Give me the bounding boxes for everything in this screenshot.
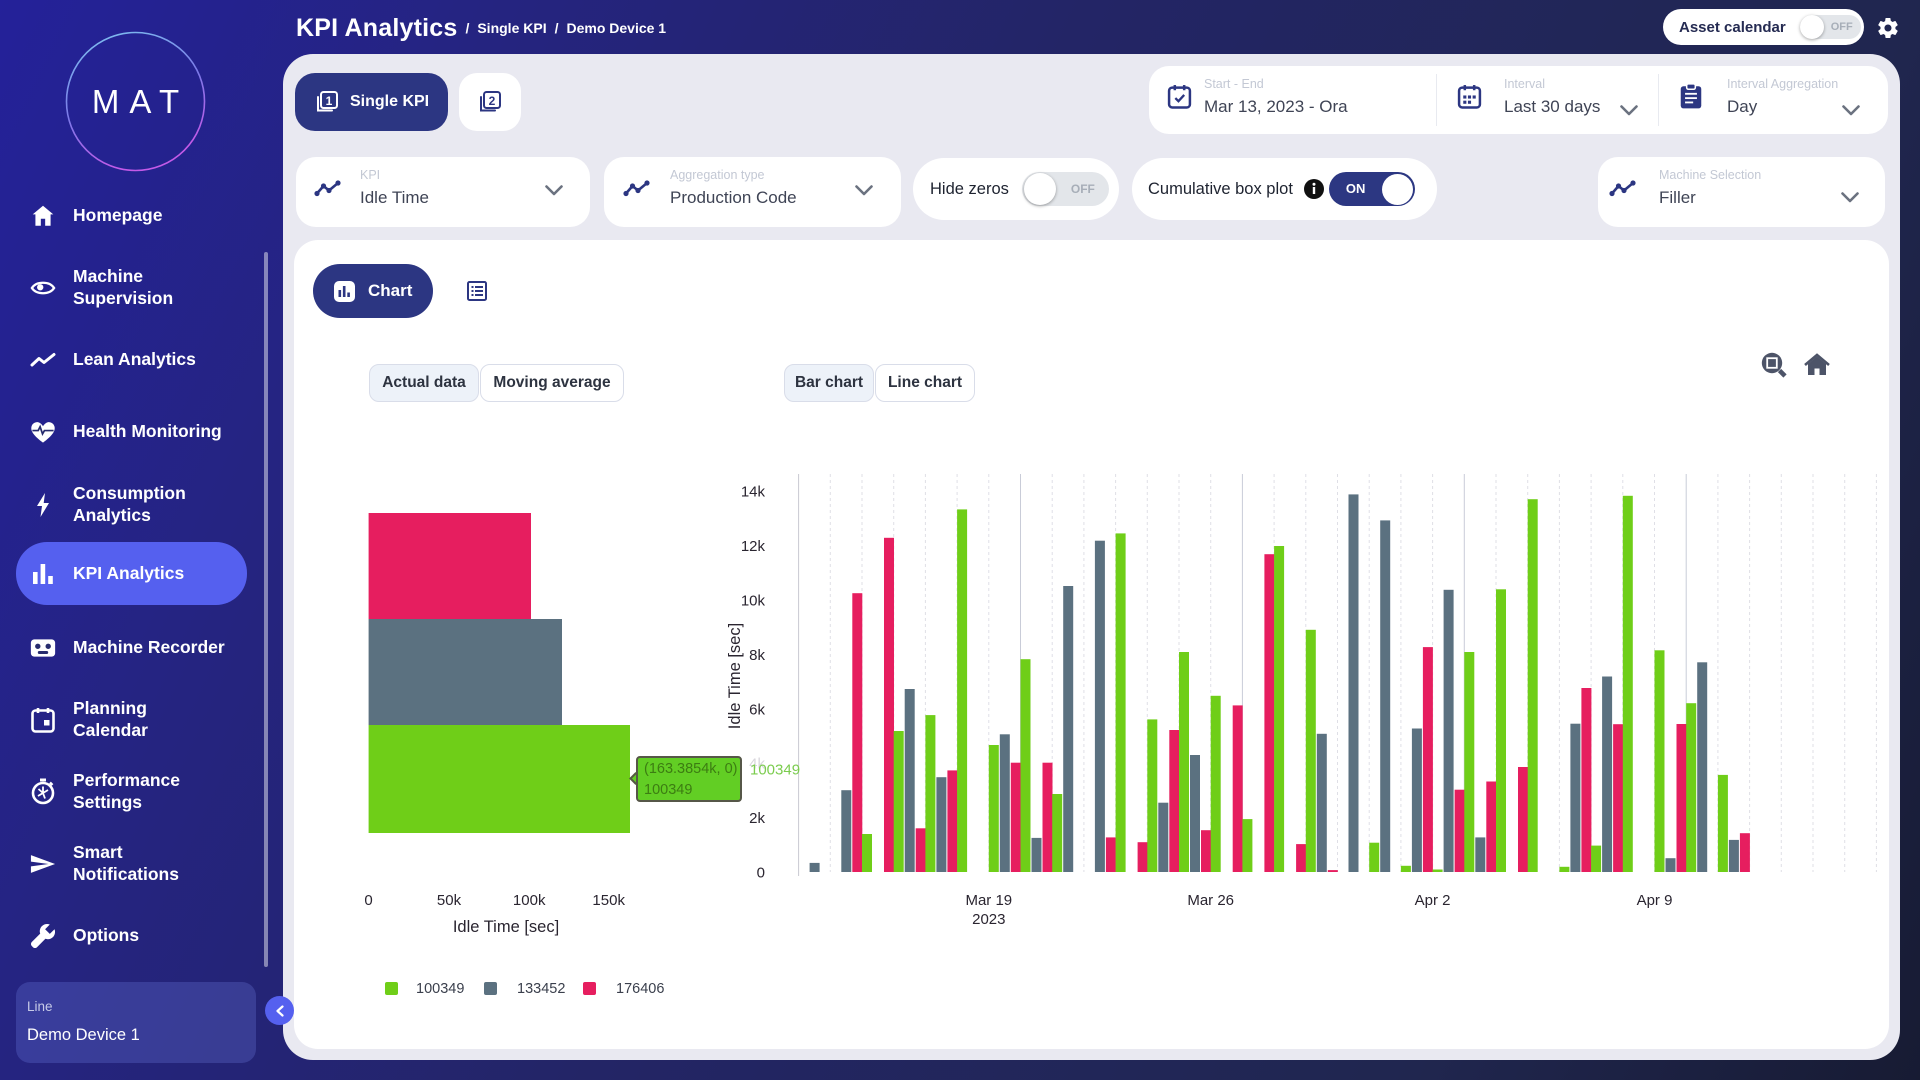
- svg-text:Apr 2: Apr 2: [1415, 892, 1451, 909]
- svg-text:2023: 2023: [972, 911, 1005, 928]
- svg-text:Idle Time [sec]: Idle Time [sec]: [726, 623, 744, 729]
- svg-text:2k: 2k: [749, 810, 765, 827]
- svg-text:150k: 150k: [592, 892, 625, 909]
- svg-text:50k: 50k: [437, 892, 462, 909]
- svg-text:Mar 19: Mar 19: [965, 892, 1012, 909]
- svg-text:4k: 4k: [749, 756, 765, 773]
- svg-text:8k: 8k: [749, 647, 765, 664]
- svg-text:100k: 100k: [513, 892, 546, 909]
- svg-text:0: 0: [757, 865, 765, 882]
- svg-text:6k: 6k: [749, 701, 765, 718]
- svg-text:12k: 12k: [741, 538, 766, 555]
- svg-text:10k: 10k: [741, 593, 766, 610]
- svg-text:2: 2: [489, 94, 496, 108]
- svg-text:Idle Time [sec]: Idle Time [sec]: [453, 918, 559, 936]
- svg-text:14k: 14k: [741, 484, 766, 501]
- svg-text:Mar 26: Mar 26: [1187, 892, 1234, 909]
- svg-text:0: 0: [364, 892, 372, 909]
- svg-text:1: 1: [326, 94, 333, 108]
- svg-text:100349: 100349: [750, 762, 800, 779]
- svg-text:Apr 9: Apr 9: [1637, 892, 1673, 909]
